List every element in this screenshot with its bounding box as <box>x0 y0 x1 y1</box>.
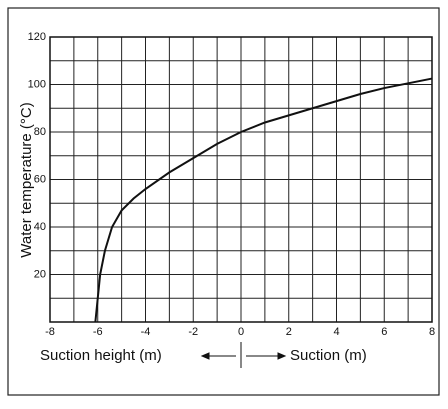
y-axis-label: Water temperature (°C) <box>18 102 35 257</box>
outer-frame <box>7 7 440 396</box>
y-tick-label: 120 <box>28 31 46 43</box>
x-axis-label-right: Suction (m) <box>290 347 367 364</box>
x-tick-label: 6 <box>381 326 387 338</box>
direction-arrows <box>200 342 287 368</box>
x-tick-label: 4 <box>333 326 339 338</box>
x-axis-label-left: Suction height (m) <box>40 347 162 364</box>
y-tick-label: 80 <box>34 126 46 138</box>
x-tick-label: 2 <box>286 326 292 338</box>
x-tick-label: -4 <box>141 326 151 338</box>
x-tick-label: -6 <box>93 326 103 338</box>
y-tick-label: 20 <box>34 268 46 280</box>
y-tick-label: 100 <box>28 78 46 90</box>
plot-frame <box>49 36 433 323</box>
y-tick-label: 40 <box>34 221 46 233</box>
x-tick-label: 0 <box>238 326 244 338</box>
y-tick-label: 60 <box>34 173 46 185</box>
x-tick-label: 8 <box>429 326 435 338</box>
x-tick-label: -2 <box>188 326 198 338</box>
x-tick-label: -8 <box>45 326 55 338</box>
line <box>94 77 433 323</box>
